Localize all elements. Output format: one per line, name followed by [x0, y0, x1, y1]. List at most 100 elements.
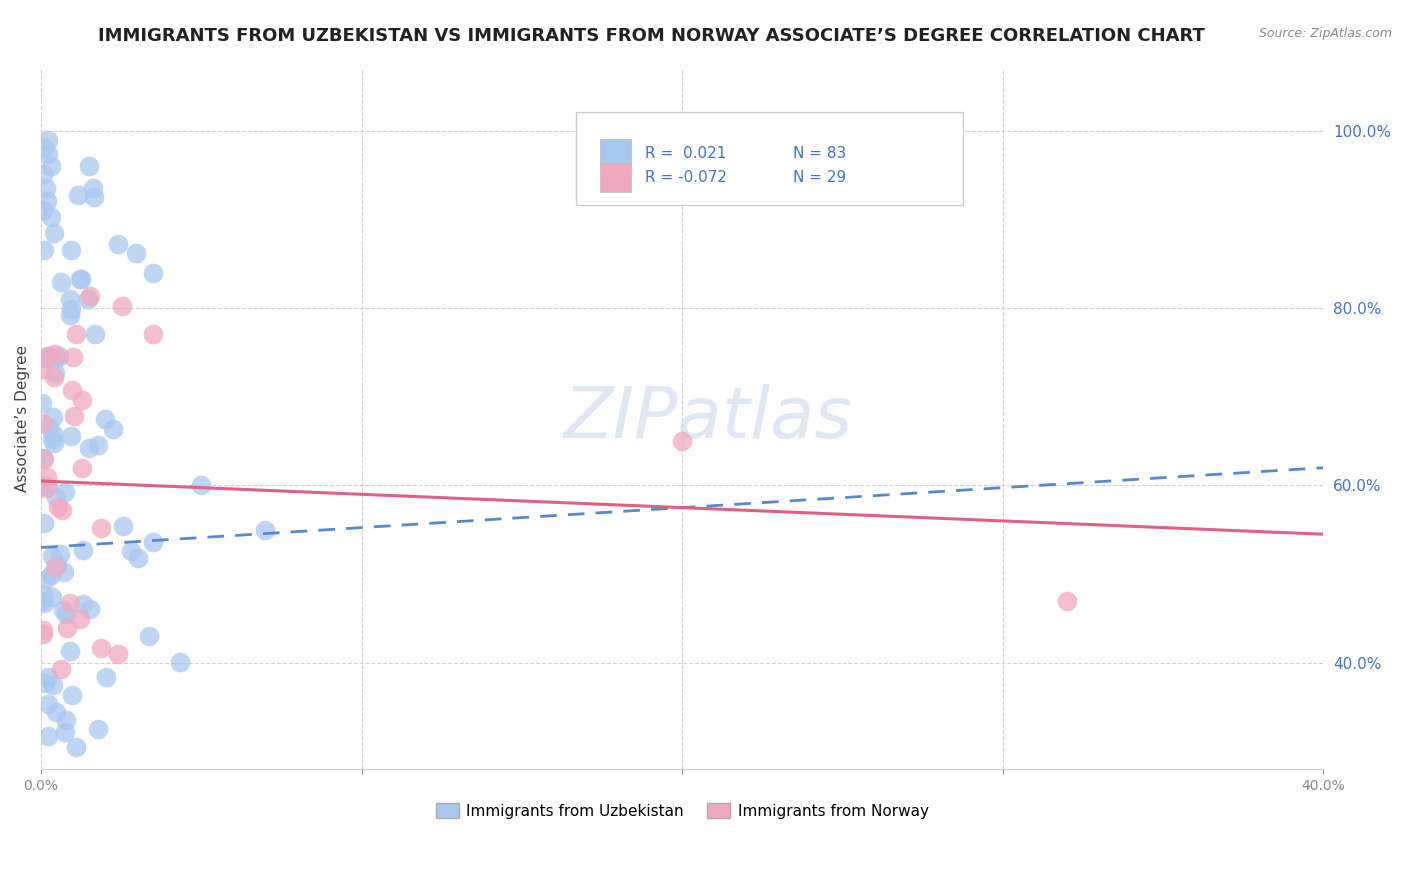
Point [70, 461, 93, 475]
Point [31, 627, 53, 641]
Point [53, 485, 76, 500]
Point [142, 535, 165, 549]
Point [37, 697, 59, 711]
Point [45, 558, 67, 572]
Point [142, 326, 165, 341]
Point [37, 132, 59, 146]
Point [35, 470, 58, 484]
Point [35, 572, 58, 586]
Point [55, 607, 77, 621]
Point [86, 722, 108, 736]
Point [37, 479, 59, 493]
Point [60, 689, 83, 703]
Point [44, 559, 66, 574]
Point [59, 596, 82, 610]
Point [46, 500, 69, 514]
Point [83, 190, 105, 204]
Point [671, 434, 693, 448]
Point [37, 481, 59, 495]
Text: R = -0.072: R = -0.072 [645, 170, 727, 185]
Point [60, 243, 83, 257]
Point [107, 647, 129, 661]
Point [254, 523, 277, 537]
Point [39, 210, 62, 224]
Y-axis label: Associate’s Degree: Associate’s Degree [15, 345, 30, 492]
Point [32, 203, 55, 218]
Point [77, 159, 100, 173]
Point [35, 181, 58, 195]
Point [31, 167, 53, 181]
Point [32, 362, 55, 376]
Point [45, 705, 67, 719]
Point [31, 588, 53, 602]
Point [84, 327, 107, 342]
Point [94, 670, 117, 684]
Point [59, 301, 82, 316]
Point [79, 602, 101, 616]
Point [90, 521, 112, 535]
Point [42, 427, 65, 442]
Point [59, 292, 82, 306]
Point [60, 429, 83, 443]
Point [125, 245, 148, 260]
Point [138, 629, 160, 643]
Point [31, 479, 53, 493]
Point [94, 412, 117, 426]
Point [38, 420, 60, 434]
Point [42, 435, 65, 450]
Point [169, 655, 191, 669]
Point [42, 677, 65, 691]
Point [48, 350, 70, 364]
Point [37, 351, 59, 366]
Text: R =  0.021: R = 0.021 [645, 146, 727, 161]
Point [48, 547, 70, 561]
Point [59, 308, 82, 322]
Point [1056, 593, 1078, 607]
Point [49, 276, 72, 290]
Point [35, 349, 58, 363]
Point [59, 644, 82, 658]
Point [55, 621, 77, 635]
Point [63, 409, 86, 424]
Point [41, 549, 63, 564]
Point [31, 396, 53, 410]
Point [32, 417, 55, 431]
Point [142, 266, 165, 280]
Point [30, 594, 52, 608]
Point [87, 438, 110, 452]
Point [41, 590, 63, 604]
Point [32, 516, 55, 531]
Point [111, 518, 134, 533]
Point [37, 670, 59, 684]
Point [39, 159, 62, 173]
Point [69, 271, 91, 285]
Point [35, 194, 58, 208]
Point [72, 542, 94, 557]
Point [69, 611, 91, 625]
Point [77, 441, 100, 455]
Point [69, 272, 91, 286]
Point [42, 409, 65, 424]
Point [44, 366, 66, 380]
Point [51, 503, 73, 517]
Point [34, 351, 56, 366]
Point [62, 350, 84, 364]
Point [70, 392, 93, 407]
Point [65, 740, 87, 755]
Point [120, 544, 142, 558]
Point [55, 713, 77, 727]
Point [32, 596, 55, 610]
Point [37, 147, 59, 161]
Point [34, 243, 56, 257]
Point [111, 299, 134, 313]
Point [32, 451, 55, 466]
Point [82, 180, 104, 194]
Point [39, 567, 62, 582]
Point [38, 349, 60, 363]
Point [52, 603, 75, 617]
Point [34, 676, 56, 690]
Text: ZIPatlas: ZIPatlas [564, 384, 852, 453]
Point [107, 236, 129, 251]
Point [49, 662, 72, 676]
Point [45, 490, 67, 504]
